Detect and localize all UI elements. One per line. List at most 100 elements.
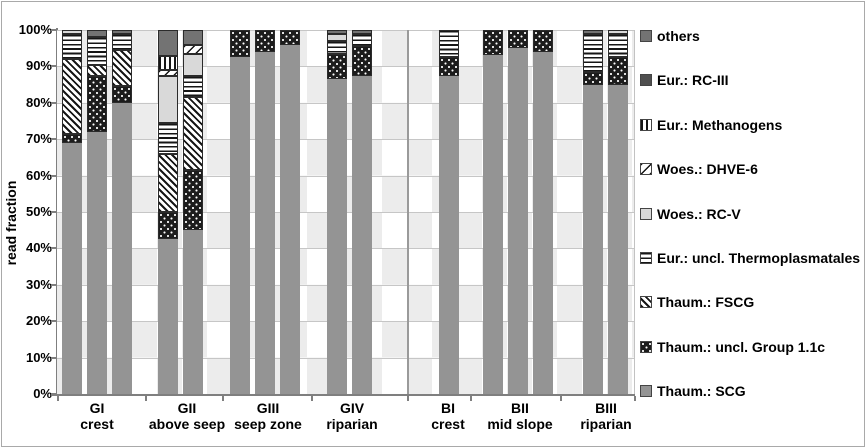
bar-segment-dhve6 <box>158 70 178 76</box>
bar-segment-others <box>112 30 132 34</box>
bar-segment-scg <box>87 131 107 394</box>
bar-segment-fscg <box>158 153 178 213</box>
bar-segment-scg <box>183 230 203 394</box>
x-tick <box>407 396 409 401</box>
legend-label: Eur.: uncl. Thermoplasmatales <box>657 250 861 266</box>
y-tick-label: 40% <box>25 240 52 256</box>
bar-segment-others <box>327 30 347 34</box>
bar-segment-thermo <box>352 33 372 47</box>
bar-segment-thermo <box>87 37 107 65</box>
bar-segment-thermo <box>327 40 347 54</box>
group-separator <box>407 30 409 394</box>
legend-swatch-thermo <box>640 252 652 264</box>
y-tick-label: 10% <box>25 349 52 365</box>
x-tick <box>634 396 636 401</box>
bar-segment-scg <box>608 84 628 394</box>
bar-BIII-2 <box>608 30 628 394</box>
bar-segment-thermo <box>62 33 82 60</box>
y-tick <box>51 320 57 323</box>
bar-GIV-2 <box>352 30 372 394</box>
x-category-label-BIII: BIII riparian <box>541 400 671 433</box>
x-tick <box>57 396 59 401</box>
bar-segment-scg <box>62 142 82 394</box>
bar-segment-g11c <box>583 71 603 85</box>
legend-item-scg: Thaum.: SCG <box>640 383 746 399</box>
bar-GII-2 <box>183 30 203 394</box>
bar-segment-g11c <box>327 53 347 80</box>
category-id: BII <box>511 400 529 416</box>
bar-GI-1 <box>62 30 82 394</box>
bar-segment-g11c <box>112 86 132 103</box>
x-category-label-BI: BI crest <box>383 400 513 433</box>
bar-segment-scg <box>327 79 347 394</box>
y-tick-label: 100% <box>18 22 52 37</box>
bar-GIII-3 <box>280 30 300 394</box>
legend-swatch-scg <box>640 385 652 398</box>
bar-segment-thermo <box>183 75 203 98</box>
legend-item-g11c: Thaum.: uncl. Group 1.1c <box>640 339 825 355</box>
bar-segment-scg <box>280 44 300 394</box>
bar-BI-1 <box>439 30 459 394</box>
category-description: seep zone <box>234 416 302 432</box>
y-tick <box>51 247 57 250</box>
category-id: GIV <box>339 400 365 416</box>
x-category-label-GIV: GIV riparian <box>287 400 417 433</box>
y-tick <box>51 283 57 286</box>
category-description: mid slope <box>487 416 553 432</box>
bar-segment-rcv <box>327 33 347 41</box>
x-category-label-GI: GI crest <box>32 400 162 433</box>
bar-segment-g11c <box>352 46 372 76</box>
bar-GIII-1 <box>230 30 250 394</box>
legend-item-others: others <box>640 28 700 44</box>
bar-segment-rcv <box>62 30 82 34</box>
y-tick-label: 20% <box>25 313 52 329</box>
y-tick <box>51 356 57 359</box>
bar-segment-rcv <box>608 30 628 34</box>
bar-segment-g11c <box>183 170 203 231</box>
bar-segment-meth <box>158 55 178 71</box>
bar-segment-fscg <box>183 97 203 171</box>
bar-GI-3 <box>112 30 132 394</box>
category-description: riparian <box>326 416 378 432</box>
bar-GIII-2 <box>255 30 275 394</box>
category-description: riparian <box>580 416 632 432</box>
y-tick <box>51 101 57 104</box>
legend-item-fscg: Thaum.: FSCG <box>640 294 754 310</box>
bar-segment-scg <box>352 75 372 394</box>
legend-item-meth: Eur.: Methanogens <box>640 117 782 133</box>
legend-label: Woes.: DHVE-6 <box>657 161 758 178</box>
legend-label: Eur.: Methanogens <box>657 116 783 133</box>
category-description: crest <box>431 416 465 432</box>
bar-segment-others <box>158 30 178 56</box>
x-axis-line <box>52 394 635 396</box>
bar-segment-thermo <box>158 122 178 154</box>
x-category-label-GIII: GIII seep zone <box>203 400 333 433</box>
x-tick <box>560 396 562 401</box>
bar-segment-scg <box>583 84 603 394</box>
legend-label: Eur.: RC-III <box>657 72 729 89</box>
bar-segment-g11c <box>62 133 82 143</box>
bar-segment-g11c <box>483 30 503 56</box>
bar-segment-thermo <box>608 33 628 58</box>
bar-segment-others <box>352 30 372 34</box>
legend-swatch-fscg <box>640 296 652 309</box>
legend-swatch-rcv <box>640 207 652 220</box>
bar-segment-thermo <box>112 33 132 51</box>
bar-segment-g11c <box>158 212 178 240</box>
bar-GII-1 <box>158 30 178 394</box>
bar-segment-thermo <box>439 30 459 58</box>
x-category-label-GII: GII above seep <box>122 400 252 433</box>
bar-segment-scg <box>483 55 503 394</box>
x-tick <box>470 396 472 401</box>
bar-segment-scg <box>508 48 528 394</box>
bar-segment-fscg <box>87 64 107 76</box>
bar-segment-g11c <box>439 57 459 76</box>
bar-segment-scg <box>158 239 178 394</box>
y-tick-label: 80% <box>25 94 52 110</box>
y-tick <box>51 138 57 141</box>
bar-segment-scg <box>255 51 275 394</box>
category-id: GII <box>177 400 197 416</box>
legend-swatch-g11c <box>640 340 652 353</box>
bar-segment-g11c <box>255 30 275 52</box>
x-tick <box>222 396 224 401</box>
